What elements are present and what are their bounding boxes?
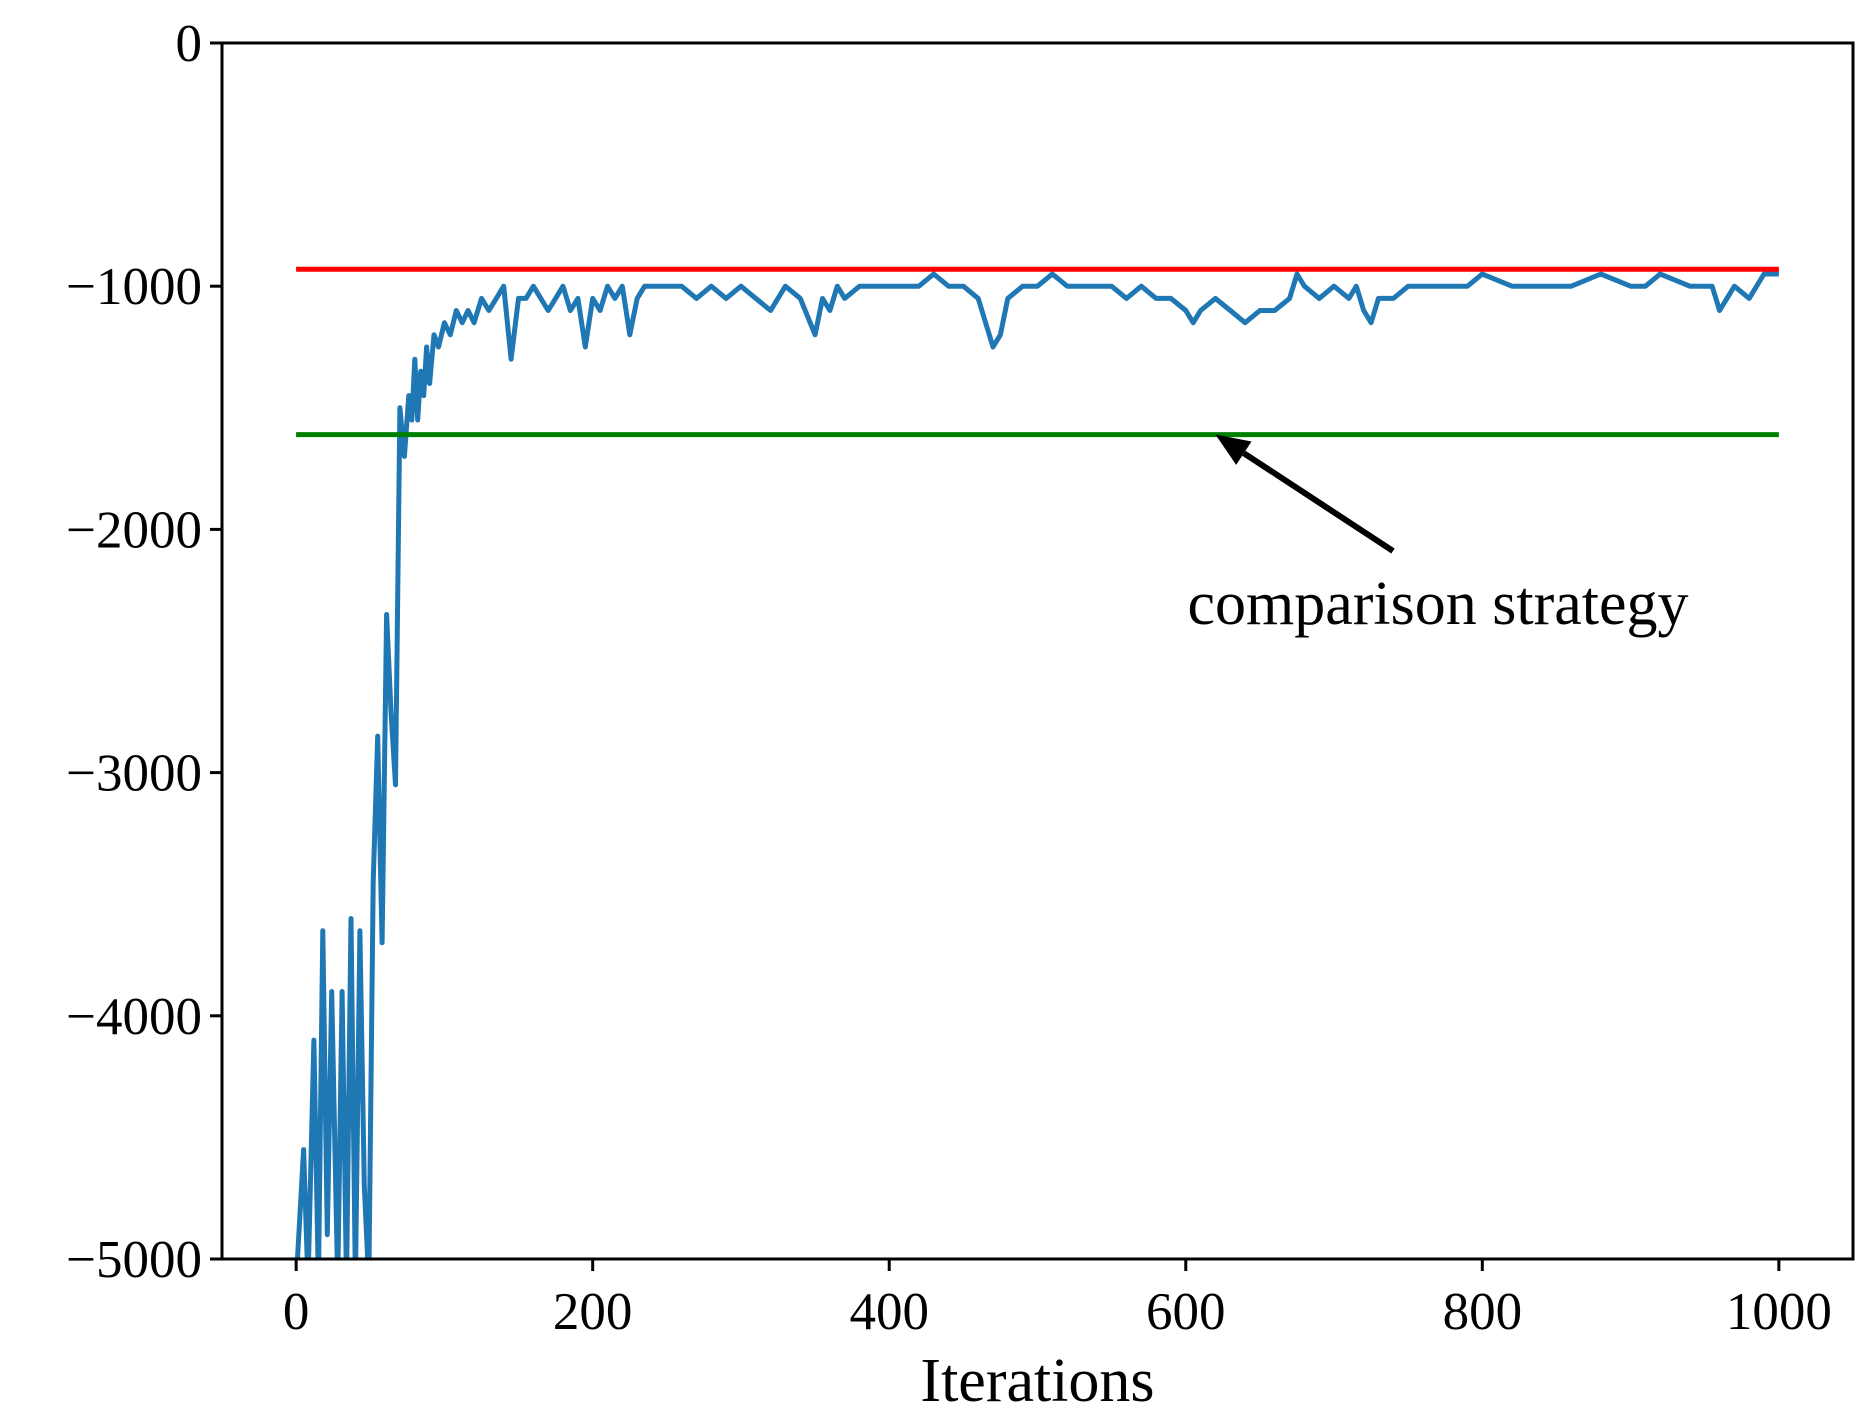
x-tick-label: 200 [553, 1283, 633, 1341]
y-tick-label: −2000 [66, 501, 202, 559]
axes-frame [220, 41, 1855, 1261]
annotation: comparison strategy [1187, 434, 1689, 638]
annotation-arrow-head [1215, 434, 1252, 465]
y-tick-label: −4000 [66, 988, 202, 1046]
annotation-arrow-shaft [1242, 450, 1395, 554]
x-axis-title: Iterations [920, 1347, 1154, 1415]
y-tick-label: −5000 [66, 1231, 202, 1289]
x-tick-label: 800 [1443, 1283, 1523, 1341]
x-tick-label: 400 [849, 1283, 929, 1341]
plot-area [294, 266, 1779, 1259]
series-line-reward [294, 271, 1779, 1259]
y-tick-label: −1000 [66, 258, 202, 316]
y-tick-label: −3000 [66, 745, 202, 803]
annotation-label: comparison strategy [1187, 570, 1688, 638]
x-tick-label: 600 [1146, 1283, 1226, 1341]
x-tick-label: 1000 [1726, 1283, 1832, 1341]
axes: 0 200 400 600 800 1000 0 −1000 −2000 −3000 −4000 −5… [66, 15, 1855, 1341]
x-tick-label: 0 [283, 1283, 310, 1341]
y-tick-label: 0 [176, 15, 203, 73]
